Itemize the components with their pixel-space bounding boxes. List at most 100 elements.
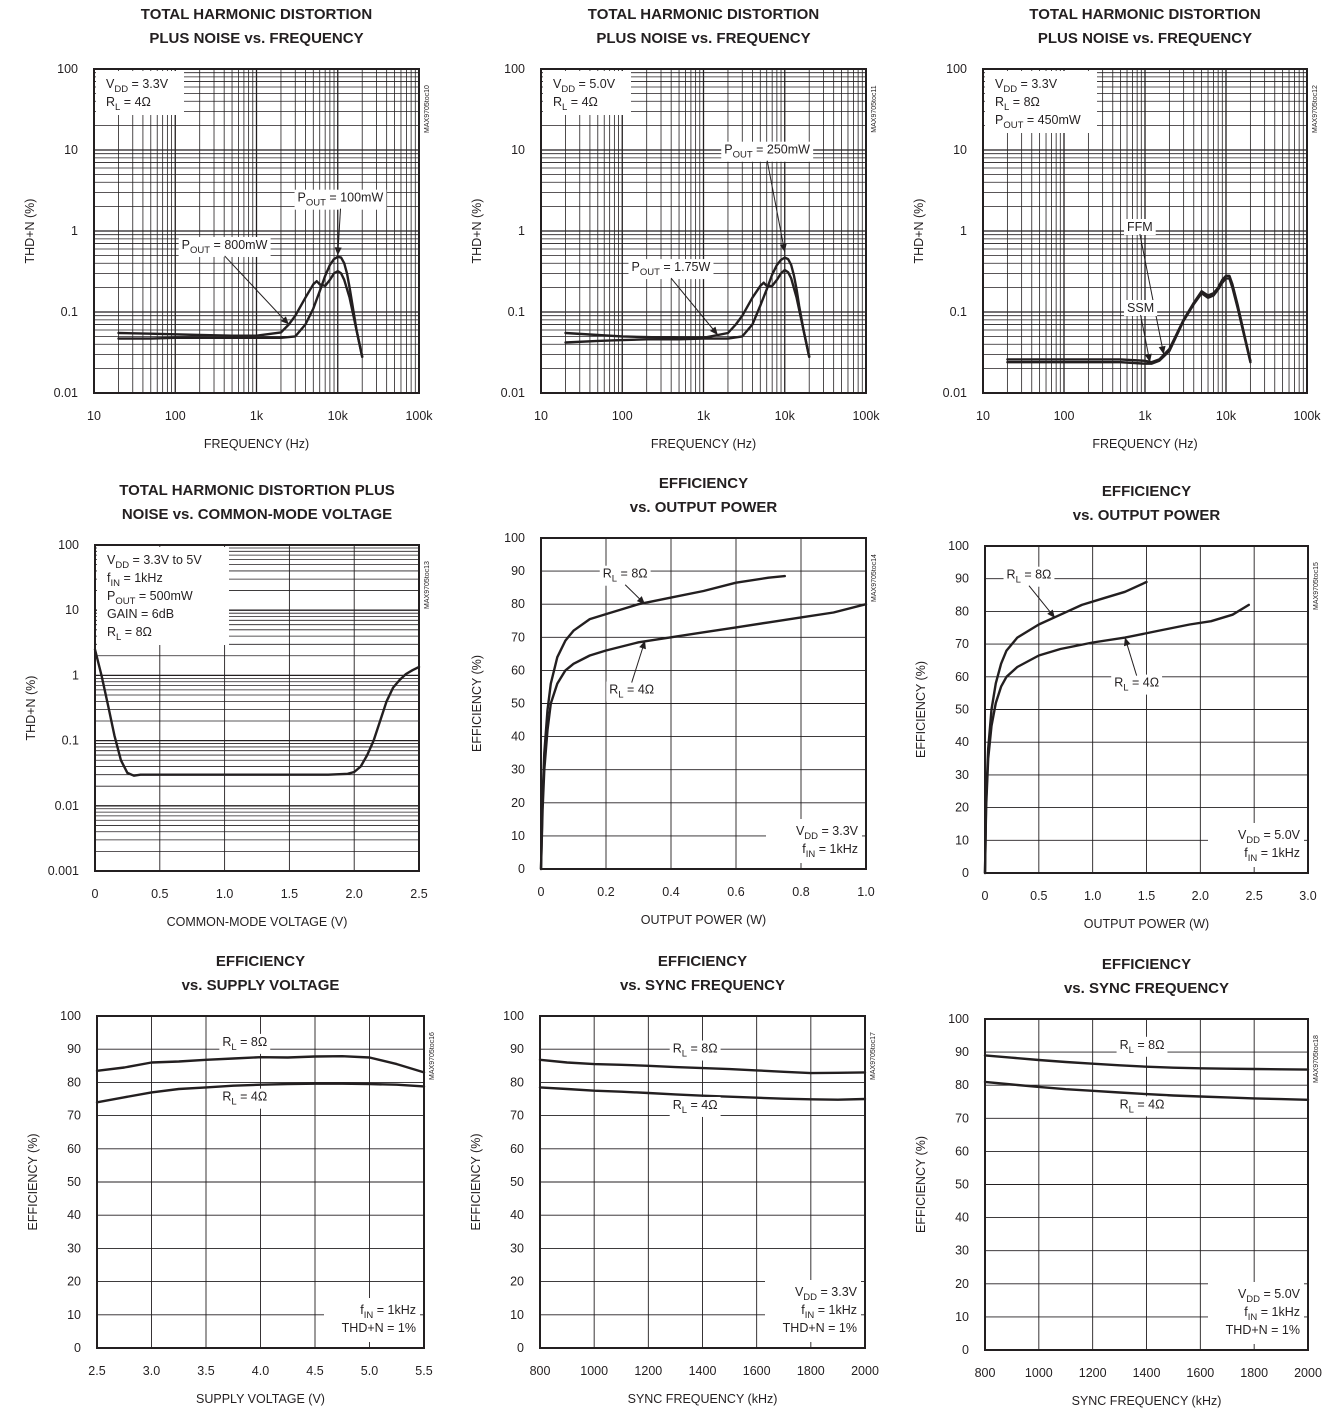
annotation-bg	[1116, 1036, 1168, 1057]
y-tick-label: 10	[511, 829, 525, 843]
y-tick-label: 1	[518, 224, 525, 238]
condition-text-main: V	[553, 77, 562, 91]
grid	[94, 545, 420, 872]
y-axis-label: THD+N (%)	[912, 199, 926, 264]
condition-text-main: R	[106, 95, 115, 109]
x-tick-label: 100k	[1293, 409, 1321, 423]
series-line-0	[95, 1055, 426, 1074]
condition-text: RL = 4Ω	[553, 95, 598, 113]
condition-text: fIN = 1kHz	[802, 842, 858, 860]
condition-text-sub: OUT	[1003, 120, 1023, 131]
y-tick-label: 1	[72, 668, 79, 682]
series-annotation-main: R	[1114, 676, 1123, 690]
catalog-id: MAX9705toc10	[424, 85, 431, 133]
y-tick-label: 20	[955, 1277, 969, 1291]
x-tick-label: 100	[1054, 409, 1075, 423]
condition-text-main: f	[1244, 1305, 1248, 1319]
x-tick-label: 1.5	[281, 887, 298, 901]
condition-text-rest: = 8Ω	[1009, 95, 1040, 109]
condition-text-rest: = 450mW	[1023, 113, 1081, 127]
chart-title-line: vs. SYNC FREQUENCY	[1064, 980, 1229, 997]
condition-text-sub: L	[562, 102, 567, 113]
y-tick-label: 10	[955, 1310, 969, 1324]
y-axis-label: EFFICIENCY (%)	[470, 655, 484, 752]
annotation-arrowhead	[1158, 345, 1166, 355]
y-tick-label: 0.01	[55, 799, 79, 813]
annotation-bg	[669, 1040, 721, 1061]
x-tick-label: 0.4	[662, 885, 679, 899]
condition-text-main: R	[553, 95, 562, 109]
x-tick-label: 0	[92, 887, 99, 901]
y-tick-label: 10	[955, 833, 969, 847]
y-tick-label: 40	[955, 1211, 969, 1225]
chart-title-line: TOTAL HARMONIC DISTORTION	[1029, 6, 1260, 23]
y-tick-label: 80	[67, 1075, 81, 1089]
series-line-0	[1006, 274, 1252, 364]
series-annotation-main: R	[222, 1090, 231, 1104]
conditions-box	[765, 1280, 861, 1342]
condition-text-main: V	[107, 553, 116, 567]
x-tick-label: 0.5	[1030, 889, 1047, 903]
annotation-arrowhead	[1047, 609, 1055, 618]
condition-text-sub: DD	[115, 560, 129, 571]
y-tick-label: 100	[946, 62, 967, 76]
grid	[540, 69, 866, 394]
y-tick-label: 0.1	[62, 734, 79, 748]
series-annotation: RL = 8Ω	[673, 1042, 718, 1060]
y-tick-label: 10	[65, 603, 79, 617]
x-tick-label: 3.0	[143, 1364, 160, 1378]
x-tick-label: 2000	[851, 1364, 879, 1378]
y-tick-label: 0.001	[48, 864, 79, 878]
annotation-arrowhead	[280, 316, 289, 325]
x-tick-label: 2.5	[88, 1364, 105, 1378]
x-tick-label: 800	[975, 1366, 996, 1380]
x-tick-label: 0	[538, 885, 545, 899]
y-tick-label: 90	[510, 1042, 524, 1056]
annotation-leader	[670, 277, 719, 336]
x-tick-label: 0.5	[151, 887, 168, 901]
series-line-0	[539, 574, 786, 871]
condition-text-rest: = 1kHz	[1257, 1305, 1300, 1319]
condition-text: GAIN = 6dB	[107, 607, 174, 621]
y-tick-label: 30	[955, 1244, 969, 1258]
series-line-1	[983, 603, 1250, 875]
y-axis-label: EFFICIENCY (%)	[26, 1134, 40, 1231]
series-line-1	[539, 603, 868, 871]
series-annotation-main: P	[724, 143, 732, 157]
annotation-leader	[766, 160, 786, 253]
condition-text-sub: IN	[364, 1310, 374, 1321]
condition-text-main: R	[107, 625, 116, 639]
y-tick-label: 30	[511, 763, 525, 777]
series-annotation-main: R	[609, 683, 618, 697]
conditions-box	[1208, 1282, 1304, 1344]
condition-text-sub: IN	[805, 1310, 815, 1321]
condition-text-rest: = 3.3V	[1017, 77, 1058, 91]
condition-text-sub: DD	[114, 84, 128, 95]
plot-frame	[982, 68, 1308, 394]
x-tick-label: 10k	[1216, 409, 1237, 423]
condition-text: POUT = 500mW	[107, 589, 193, 607]
series-annotation-rest: = 8Ω	[617, 567, 648, 581]
x-tick-label: 3.5	[197, 1364, 214, 1378]
x-axis-label: SYNC FREQUENCY (kHz)	[1072, 1394, 1222, 1408]
y-tick-label: 60	[511, 663, 525, 677]
y-tick-label: 10	[953, 143, 967, 157]
condition-text: VDD = 5.0V	[1238, 1287, 1301, 1305]
series-line-1	[564, 268, 811, 358]
grid	[93, 69, 419, 394]
y-tick-label: 70	[510, 1109, 524, 1123]
x-tick-label: 0.2	[597, 885, 614, 899]
condition-text-main: f	[1244, 846, 1248, 860]
x-axis-label: FREQUENCY (Hz)	[1092, 437, 1197, 451]
annotation-bg	[178, 236, 271, 257]
annotation-leader	[224, 255, 290, 325]
catalog-id: MAX9705toc13	[424, 561, 431, 609]
y-tick-label: 0	[962, 866, 969, 880]
series-annotation: POUT = 250mW	[724, 143, 810, 161]
plot-frame	[984, 545, 1309, 874]
condition-text-main: f	[802, 842, 806, 856]
series-annotation-rest: = 4Ω	[687, 1098, 718, 1112]
condition-text: VDD = 3.3V	[796, 824, 859, 842]
y-axis-label: EFFICIENCY (%)	[914, 661, 928, 758]
